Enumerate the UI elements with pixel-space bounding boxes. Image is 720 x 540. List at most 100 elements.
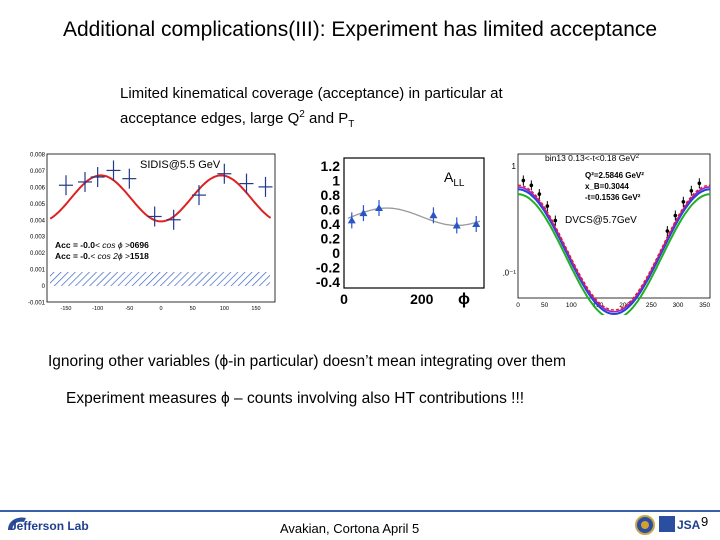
dvcs-point (697, 178, 702, 189)
sidis-point (106, 160, 121, 181)
all-y-tick: 1 (332, 173, 340, 189)
dvcs-point (553, 215, 558, 226)
dvcs-point (545, 201, 550, 212)
dvcs-blue-curve (517, 188, 711, 315)
ignore-statement: Ignoring other variables (ϕ-in particula… (48, 353, 566, 370)
dvcs-point (689, 185, 694, 196)
sidis-x-ticks: -150 -100 -50 0 50 100 150 (60, 306, 260, 312)
sidis-y-tick: 0.008 (30, 153, 46, 159)
dvcs-y-tick: 1 (512, 162, 517, 171)
footer-text: Avakian, Cortona April 5 (280, 521, 420, 536)
all-y-tick: 0.4 (321, 216, 341, 232)
sidis-y-tick: 0.006 (30, 185, 46, 191)
sidis-y-tick: 0.001 (30, 268, 46, 274)
jsa-logo: JSA (635, 515, 701, 535)
sidis-x-tick: 100 (220, 306, 229, 312)
all-y-ticks: 1.210.80.60.40.20-0.2-0.4 (316, 158, 340, 290)
all-y-tick: 0.8 (321, 187, 341, 203)
sidis-point (59, 175, 73, 196)
sidis-point (147, 206, 162, 227)
dvcs-x-tick: 50 (541, 302, 549, 309)
dvcs-x-tick: 100 (566, 302, 577, 309)
all-point (429, 207, 438, 224)
dvcs-point (673, 210, 678, 221)
sidis-y-tick: 0.003 (30, 235, 46, 241)
dvcs-x-tick: 350 (699, 302, 710, 309)
all-xlabel: ϕ (458, 291, 470, 308)
sidis-y-tick: -0.001 (28, 301, 46, 307)
all-x-ticks: 0 200 (340, 291, 434, 307)
dvcs-red-curve (517, 184, 711, 311)
sidis-y-tick: 0.002 (30, 251, 46, 257)
dvcs-purple-curve (517, 186, 711, 313)
svg-text:Jefferson Lab: Jefferson Lab (10, 519, 89, 533)
all-y-tick: -0.2 (316, 260, 340, 276)
dvcs-x-tick: 0 (516, 302, 520, 309)
all-label: ALL (444, 169, 465, 189)
sidis-x-tick: 150 (251, 306, 260, 312)
all-point (452, 217, 461, 234)
sidis-fit-curve (49, 174, 272, 223)
sidis-x-tick: 0 (159, 306, 162, 312)
sidis-x-tick: -150 (60, 306, 71, 312)
dvcs-label: DVCS@5.7GeV (565, 215, 637, 226)
sidis-y-tick: 0.007 (30, 169, 46, 175)
all-plot: 1.210.80.60.40.20-0.2-0.4 0 200 ϕ ALL (288, 152, 493, 312)
all-y-tick: 0.2 (321, 231, 341, 247)
all-y-tick: 0 (332, 245, 340, 261)
all-point (375, 200, 383, 217)
sidis-y-ticks: 0.008 0.007 0.006 0.005 0.004 0.003 0.002 0.001… (28, 153, 46, 307)
dvcs-point (665, 226, 670, 237)
dvcs-y-tick: 10⁻¹ (503, 268, 516, 277)
sidis-acc2: Acc = -0.< cos 2ϕ >1518 (55, 251, 149, 261)
all-x-tick: 0 (340, 291, 348, 307)
all-y-tick: 1.2 (321, 158, 341, 174)
sidis-hatch (50, 272, 270, 286)
dvcs-point (537, 189, 542, 200)
dvcs-x-tick: 250 (646, 302, 657, 309)
sidis-point (78, 171, 92, 192)
svg-text:JSA: JSA (677, 518, 701, 532)
sidis-y-tick: 0.004 (30, 218, 46, 224)
sidis-x-tick: 50 (190, 306, 196, 312)
subtitle-sup: 2 (299, 109, 305, 120)
jefferson-lab-logo: Jefferson Lab (8, 517, 89, 533)
dvcs-xb: x_B=0.3044 (585, 182, 629, 191)
dvcs-header: bin13 0.13<-t<0.18 GeV2 (545, 153, 640, 163)
all-point (359, 205, 368, 222)
all-y-tick: 0.6 (321, 202, 341, 218)
sidis-plot: 0.008 0.007 0.006 0.005 0.004 0.003 0.002 0.001… (20, 150, 282, 313)
sidis-point (122, 168, 137, 189)
dvcs-point (521, 175, 526, 186)
subtitle-line1: Limited kinematical coverage (acceptance… (120, 85, 503, 102)
dvcs-points (521, 175, 702, 237)
sidis-points (59, 160, 273, 230)
sidis-y-tick: 0.005 (30, 202, 46, 208)
sidis-point (166, 209, 181, 230)
sidis-x-tick: -50 (125, 306, 133, 312)
sidis-y-tick: 0 (42, 284, 46, 290)
page-number: 9 (701, 514, 709, 529)
dvcs-x-tick: 300 (673, 302, 684, 309)
sidis-x-tick: -100 (92, 306, 103, 312)
sidis-point (90, 167, 105, 188)
slide-title: Additional complications(III): Experimen… (62, 18, 658, 41)
dvcs-t: -t=0.1536 GeV² (585, 193, 641, 202)
footer-rule (0, 510, 720, 512)
all-x-tick: 200 (410, 291, 434, 307)
subtitle-line2: acceptance edges, large Q (120, 110, 300, 127)
sidis-label: SIDIS@5.5 GeV (140, 159, 221, 171)
dvcs-y-ticks: 1 10⁻¹ (503, 162, 517, 277)
dvcs-green-curve (517, 193, 711, 315)
sidis-point (258, 176, 273, 197)
sidis-point (192, 185, 206, 206)
sidis-acc1: Acc = -0.0< cos ϕ >0696 (55, 240, 149, 250)
sidis-point (217, 163, 232, 184)
subtitle-line2-mid: and P (304, 110, 349, 127)
all-point (347, 212, 356, 229)
sidis-point (239, 173, 254, 194)
subtitle: Limited kinematical coverage (acceptance… (120, 83, 640, 135)
subtitle-sub: T (348, 119, 355, 130)
dvcs-point (529, 180, 534, 191)
